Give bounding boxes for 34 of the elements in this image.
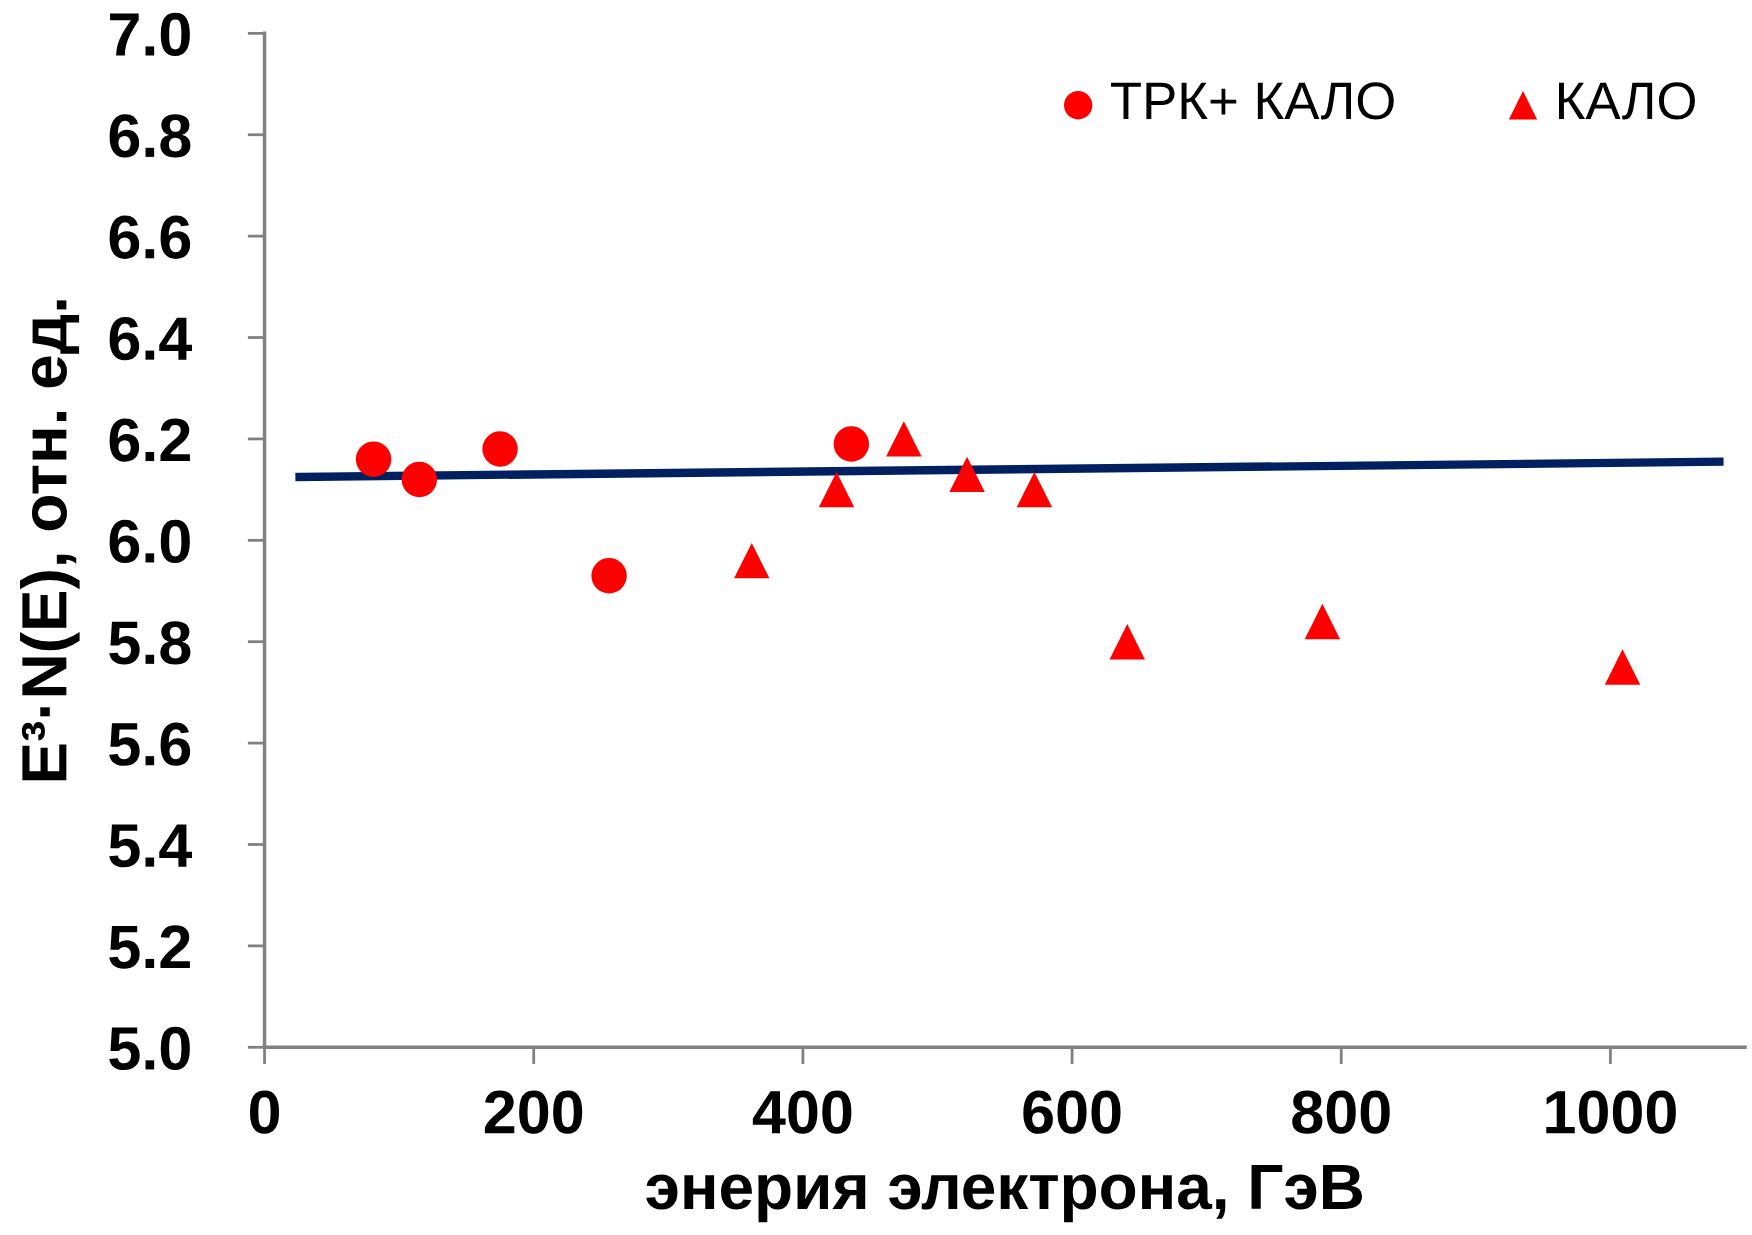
y-tick-label: 5.6 [109,722,191,766]
legend-label: КАЛО [1559,82,1695,120]
point [734,542,770,579]
point [833,426,870,462]
point [1109,624,1145,660]
point [1016,471,1053,508]
y-tick-label: 5.2 [109,925,190,969]
y-tick-label: 6.8 [109,114,191,158]
y-tick-label: 6.4 [109,317,193,361]
point [1604,649,1641,685]
point [591,558,627,594]
y-tick-label: 7.0 [110,12,190,57]
point [355,441,392,477]
point [401,461,438,498]
x-tick-label: 600 [1023,1090,1121,1134]
point [949,456,985,493]
x-tick-label: 800 [1292,1090,1390,1134]
legend-label: ТРК+ КАЛО [1111,82,1394,120]
point [482,431,518,467]
y-tick-label: 5.4 [109,824,193,868]
y-tick-label: 6.2 [109,418,190,462]
point [1304,603,1341,640]
y-tick-label: 6.6 [109,215,191,259]
y-tick-label: 5.0 [109,1026,190,1071]
x-tick-label: 1000 [1546,1090,1676,1134]
x-tick-label: 400 [752,1090,852,1134]
x-tick-label: 200 [484,1090,583,1134]
y-axis-title: E³·N(E), отн. ед. [20,300,80,781]
x-tick-label: 0 [249,1090,280,1134]
y-tick-label: 6.0 [109,519,190,564]
point [886,421,922,457]
x-axis-title: энерия электрона, ГэВ [646,1164,1363,1223]
y-tick-label: 5.8 [109,621,191,665]
point [818,471,855,508]
